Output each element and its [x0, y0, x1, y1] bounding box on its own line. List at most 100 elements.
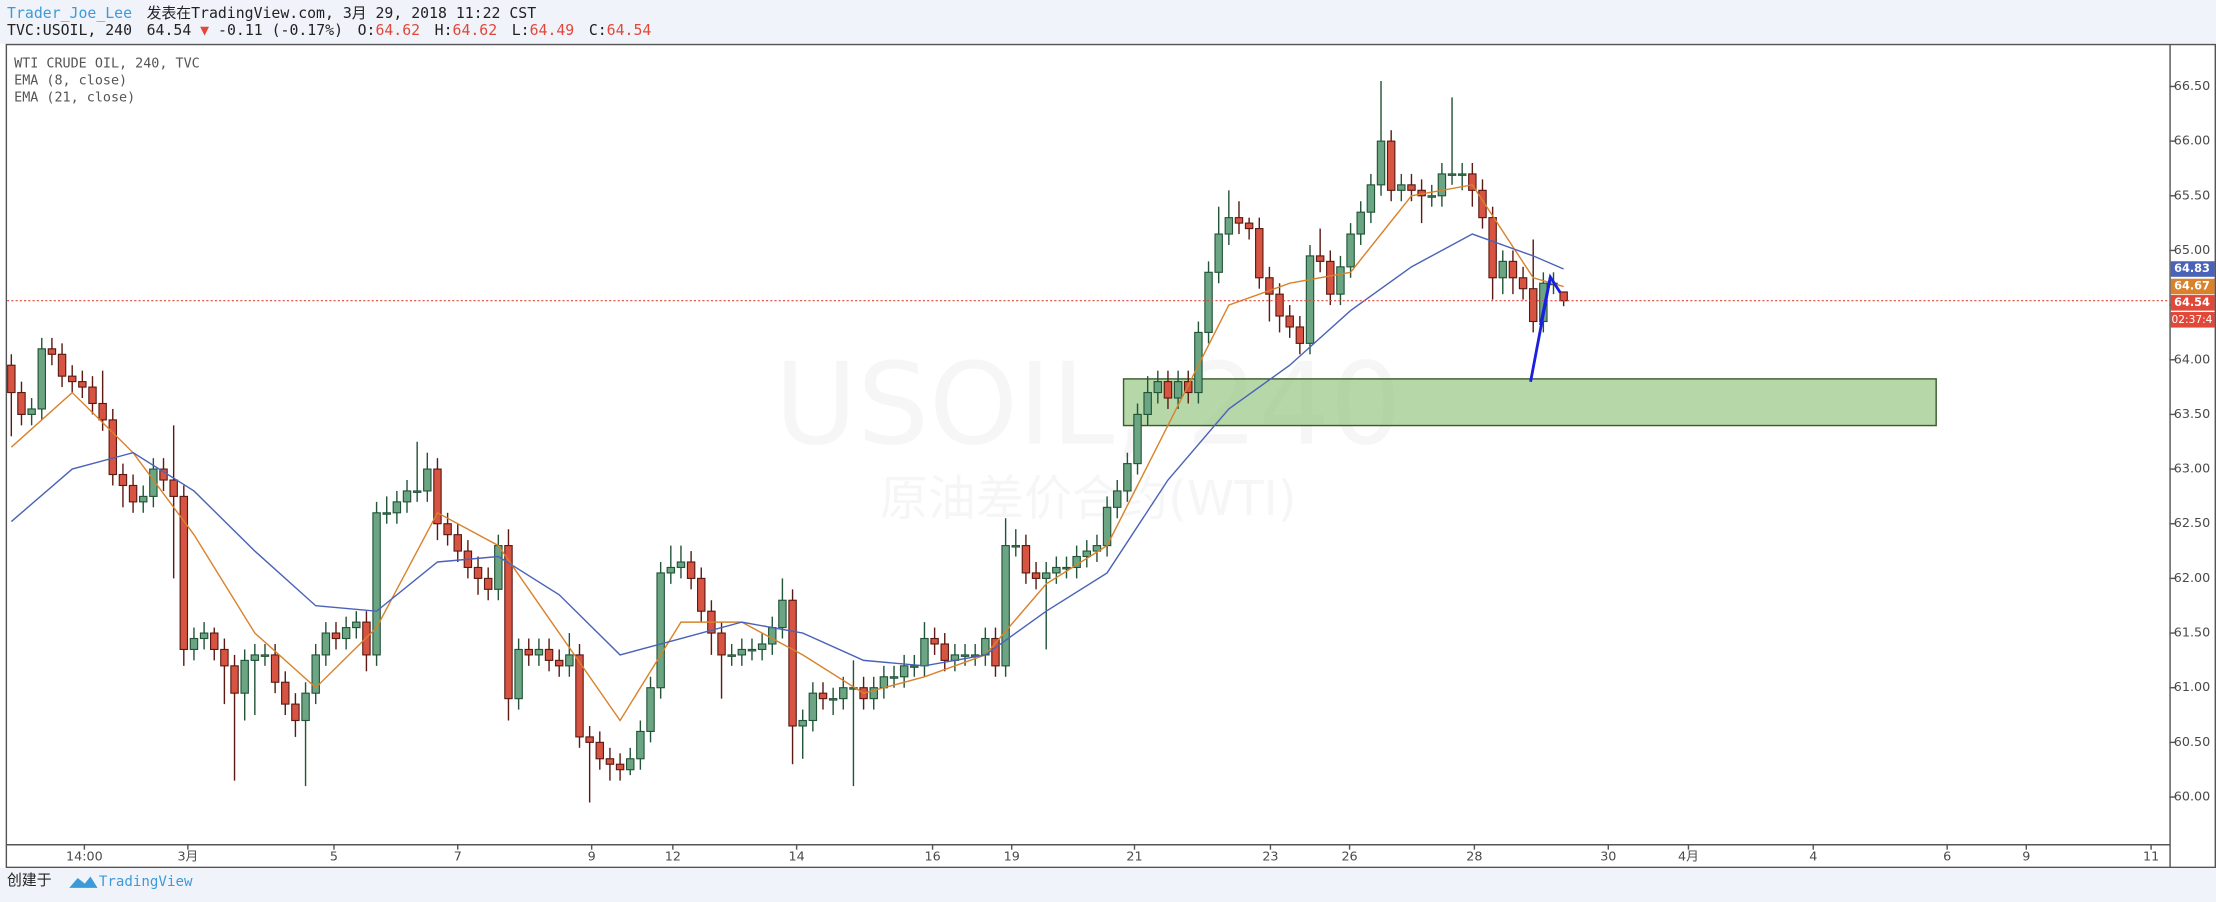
candle-body: [321, 632, 331, 656]
candle-body: [382, 512, 391, 515]
candle-body: [1437, 173, 1447, 197]
y-tick-label: 61.50: [2174, 625, 2210, 640]
candle-body: [920, 637, 929, 667]
candle-body: [494, 545, 503, 590]
y-tick-label: 61.00: [2174, 679, 2210, 694]
candle-body: [697, 577, 706, 612]
open-value: 64.62: [375, 22, 420, 39]
candle-body: [676, 561, 686, 569]
candle-body: [98, 402, 107, 421]
candle-body: [1112, 490, 1122, 508]
candle-body: [727, 654, 736, 657]
countdown-bg: [2170, 312, 2215, 328]
candle-body: [1559, 291, 1568, 302]
candle-body: [1143, 391, 1152, 415]
footer-created: 创建于: [7, 872, 52, 889]
candle-body: [544, 648, 554, 661]
candle-body: [636, 730, 645, 760]
candle-body: [260, 654, 270, 657]
ema-price-label: 64.67: [2174, 280, 2210, 293]
ema-price-label: 64.83: [2174, 262, 2210, 275]
candle-body: [1528, 288, 1538, 323]
y-tick-label: 60.00: [2174, 789, 2210, 804]
candle-body: [1244, 222, 1254, 230]
candle-body: [189, 637, 199, 651]
high-value: 64.62: [453, 22, 498, 39]
candle-body: [483, 577, 493, 590]
last-price-label-bg: [2170, 295, 2215, 311]
candle-body: [879, 676, 889, 689]
x-tick-label: 11: [2143, 848, 2159, 863]
candle-body: [717, 632, 726, 656]
author[interactable]: Trader_Joe_Lee: [7, 5, 132, 22]
ema-price-label-bg: [2170, 261, 2215, 277]
y-tick-label: 60.50: [2174, 734, 2210, 749]
candle-body: [311, 654, 320, 694]
candle-body: [869, 687, 878, 700]
x-tick-label: 21: [1126, 848, 1142, 863]
candle-body: [57, 353, 67, 377]
candle-body: [291, 703, 300, 722]
candle-body: [1285, 315, 1294, 328]
x-tick-label: 30: [1600, 848, 1616, 863]
x-tick-label: 7: [454, 848, 462, 863]
candle-body: [656, 572, 665, 689]
legend-entry: EMA (21, close): [14, 91, 135, 106]
chart-frame: [5, 43, 2216, 869]
y-tick-label: 62.00: [2174, 570, 2210, 585]
candle-body: [423, 468, 432, 492]
candle-body: [1457, 173, 1467, 176]
candle-body: [118, 473, 128, 487]
y-tick-label: 66.00: [2174, 133, 2210, 148]
candle-body: [828, 698, 838, 701]
candle-body: [1082, 550, 1092, 558]
candle-body: [1346, 233, 1355, 268]
candle-body: [1052, 566, 1061, 574]
y-tick-label: 63.50: [2174, 406, 2210, 421]
candle-body: [899, 665, 909, 678]
footer-brand[interactable]: TradingView: [99, 874, 193, 890]
candle-body: [1021, 545, 1031, 574]
candle-body: [747, 648, 757, 652]
candle-body: [1275, 293, 1284, 317]
candle-body: [554, 659, 564, 667]
candle-body: [1001, 545, 1010, 667]
candle-body: [1508, 260, 1518, 279]
y-tick-label: 65.00: [2174, 242, 2210, 257]
candle-body: [78, 381, 87, 388]
x-tick-label: 9: [2022, 848, 2030, 863]
candle-body: [615, 763, 625, 771]
candle-body: [240, 659, 249, 694]
candle-body: [524, 648, 534, 656]
candle-body: [17, 391, 26, 415]
x-tick-label: 26: [1341, 848, 1357, 863]
countdown: 02:37:4: [2172, 314, 2213, 326]
high-label: H:: [435, 22, 453, 39]
y-tick-label: 64.00: [2174, 351, 2210, 366]
candle-body: [1386, 140, 1396, 191]
footer-bg: [0, 868, 2216, 902]
candle-body: [149, 468, 158, 497]
candle-body: [605, 758, 615, 765]
candle-body: [27, 408, 36, 415]
candle-body: [138, 495, 148, 503]
candle-body: [1478, 189, 1487, 219]
y-tick-label: 65.50: [2174, 187, 2210, 202]
candle-body: [737, 648, 747, 656]
candle-body: [331, 632, 341, 640]
candle-body: [1194, 331, 1203, 394]
candle-body: [301, 692, 310, 722]
x-tick-label: 14: [789, 848, 805, 863]
candle-body: [1234, 217, 1244, 224]
candle-body: [818, 692, 828, 700]
published: 发表在TradingView.com, 3月 29, 2018 11:22 CS…: [147, 5, 537, 22]
candle-body: [1295, 326, 1305, 344]
candle-body: [504, 545, 513, 700]
x-tick-label: 4: [1809, 848, 1817, 863]
legend-entry: EMA (8, close): [14, 74, 127, 89]
candle-body: [1356, 211, 1365, 235]
candle-body: [341, 627, 351, 640]
candle-body: [1518, 277, 1528, 290]
candle-body: [768, 627, 777, 645]
candle-body: [1184, 381, 1193, 394]
